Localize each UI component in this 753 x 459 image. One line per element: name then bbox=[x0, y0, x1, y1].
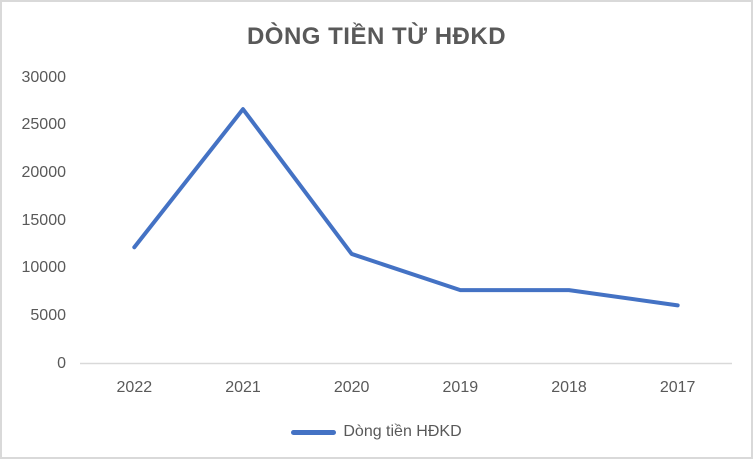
y-axis-tick-label: 25000 bbox=[21, 116, 67, 134]
y-axis-tick-label: 20000 bbox=[21, 163, 67, 181]
legend-line-swatch bbox=[291, 429, 337, 435]
x-axis-tick-label: 2019 bbox=[442, 379, 479, 396]
y-axis-tick-label: 10000 bbox=[21, 259, 67, 277]
y-axis-tick-label: 5000 bbox=[30, 306, 66, 324]
y-axis-tick-label: 30000 bbox=[21, 68, 67, 86]
y-axis-tick-label: 0 bbox=[57, 354, 66, 372]
x-axis-tick-label: 2021 bbox=[225, 379, 261, 396]
chart-title: DÒNG TIỀN TỪ HĐKD bbox=[246, 23, 507, 50]
x-axis-tick-label: 2017 bbox=[659, 379, 696, 396]
series-line bbox=[132, 107, 680, 308]
y-axis-tick-label: 15000 bbox=[21, 211, 67, 229]
legend-label: Dòng tiền HĐKD bbox=[343, 423, 462, 440]
x-axis-tick-label: 2018 bbox=[551, 379, 587, 396]
x-axis-tick-label: 2020 bbox=[333, 379, 370, 396]
x-axis-tick-label: 2022 bbox=[116, 379, 153, 396]
legend: Dòng tiền HĐKD bbox=[2, 423, 751, 441]
